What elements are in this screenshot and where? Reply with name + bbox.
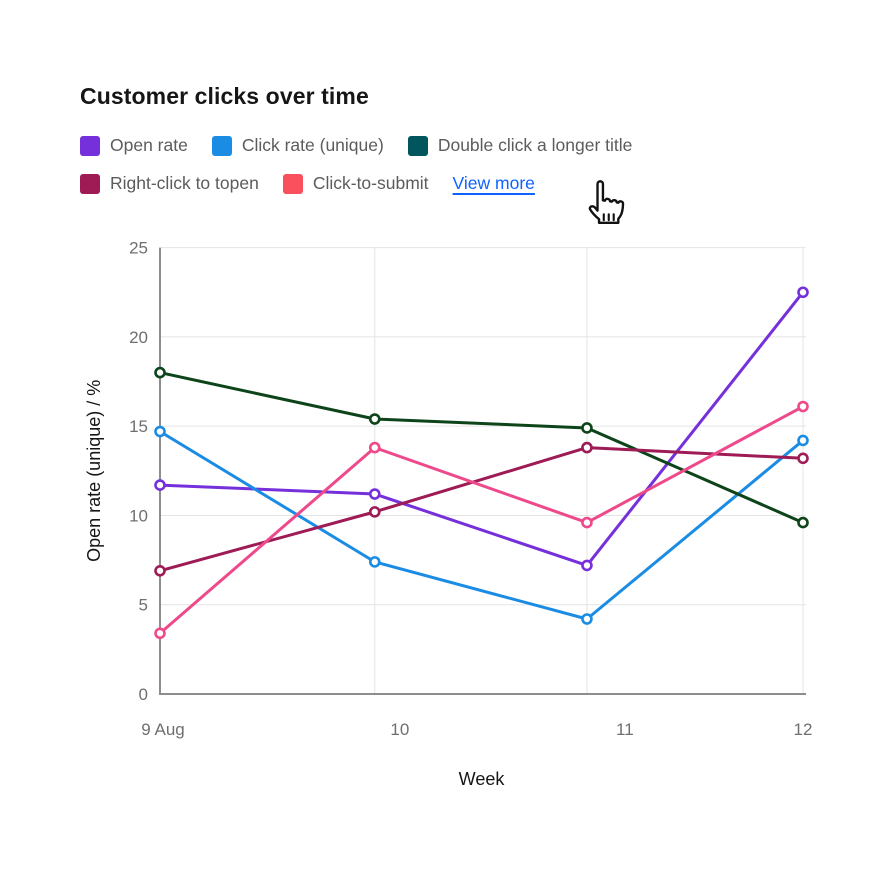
legend-swatch-icon bbox=[211, 135, 232, 156]
data-point-right-click-to-topen[interactable] bbox=[797, 452, 809, 465]
chart-legend: Open rate Click rate (unique) Double click… bbox=[80, 135, 800, 194]
view-more-link[interactable]: View more bbox=[452, 173, 535, 193]
legend-item-open-rate[interactable]: Open rate bbox=[80, 135, 188, 156]
legend-item-label: Right-click to topen bbox=[110, 173, 259, 193]
legend-row-2: Right-click to topen Click-to-submit View … bbox=[80, 173, 800, 194]
legend-item-double-click-a-longer-title[interactable]: Double click a longer title bbox=[407, 135, 633, 156]
y-tick-label: 5 bbox=[139, 596, 148, 615]
legend-item-label: Click rate (unique) bbox=[241, 135, 384, 155]
data-point-click-rate-unique[interactable] bbox=[581, 613, 593, 625]
legend-item-click-to-submit[interactable]: Click-to-submit bbox=[282, 173, 429, 194]
data-point-click-to-submit[interactable] bbox=[581, 516, 593, 529]
y-axis-title: Open rate (unique) / % bbox=[84, 380, 104, 562]
legend-item-click-rate-unique[interactable]: Click rate (unique) bbox=[211, 135, 384, 156]
legend-row-1: Open rate Click rate (unique) Double click… bbox=[80, 135, 800, 156]
data-point-click-to-submit[interactable] bbox=[368, 441, 381, 454]
data-point-open-rate[interactable] bbox=[797, 286, 809, 299]
x-tick-label: 12 bbox=[794, 720, 813, 739]
legend-swatch-icon bbox=[80, 173, 100, 194]
legend-item-label: Click-to-submit bbox=[312, 173, 429, 193]
data-point-click-rate-unique[interactable] bbox=[154, 425, 166, 438]
series-line-right-click-to-topen bbox=[158, 446, 805, 573]
data-point-click-rate-unique[interactable] bbox=[368, 556, 381, 568]
x-axis-title: Week bbox=[459, 769, 506, 789]
series-line-open-rate bbox=[158, 290, 805, 567]
line-chart: 0 5 10 15 20 25 9 Aug 10 11 12 Week Open rate (uniq… bbox=[84, 239, 813, 789]
y-tick-label: 0 bbox=[139, 685, 148, 704]
x-tick-label: 9 Aug bbox=[141, 720, 185, 739]
legend-swatch-icon bbox=[80, 135, 100, 156]
data-point-click-to-submit[interactable] bbox=[797, 400, 809, 413]
legend-item-label: Double click a longer title bbox=[437, 135, 633, 155]
legend-swatch-icon bbox=[282, 173, 303, 194]
data-point-click-to-submit[interactable] bbox=[154, 627, 166, 640]
x-tick-label: 11 bbox=[616, 720, 634, 739]
legend-item-right-click-to-topen[interactable]: Right-click to topen bbox=[80, 173, 259, 194]
legend-item-label: Open rate bbox=[110, 135, 188, 155]
data-point-open-rate[interactable] bbox=[368, 488, 381, 500]
data-point-open-rate[interactable] bbox=[154, 479, 166, 491]
y-tick-label: 15 bbox=[129, 417, 148, 436]
y-tick-label: 25 bbox=[129, 239, 148, 258]
data-point-right-click-to-topen[interactable] bbox=[368, 506, 381, 518]
y-tick-label: 20 bbox=[129, 328, 148, 347]
y-tick-label: 10 bbox=[129, 506, 148, 525]
data-point-open-rate[interactable] bbox=[581, 559, 593, 572]
series-line-double-click-a-longer-title bbox=[158, 371, 805, 525]
data-point-right-click-to-topen[interactable] bbox=[154, 564, 166, 577]
series-line-click-to-submit bbox=[158, 405, 805, 635]
data-point-click-rate-unique[interactable] bbox=[797, 434, 809, 447]
legend-swatch-icon bbox=[407, 135, 428, 156]
data-point-double-click-a-longer-title[interactable] bbox=[154, 366, 166, 379]
series-line-click-rate-unique bbox=[158, 430, 805, 621]
data-point-double-click-a-longer-title[interactable] bbox=[368, 413, 381, 425]
data-point-double-click-a-longer-title[interactable] bbox=[581, 422, 593, 434]
x-tick-label: 10 bbox=[390, 720, 409, 739]
chart-title: Customer clicks over time bbox=[80, 83, 369, 109]
data-point-double-click-a-longer-title[interactable] bbox=[797, 516, 809, 529]
data-point-right-click-to-topen[interactable] bbox=[581, 441, 593, 454]
